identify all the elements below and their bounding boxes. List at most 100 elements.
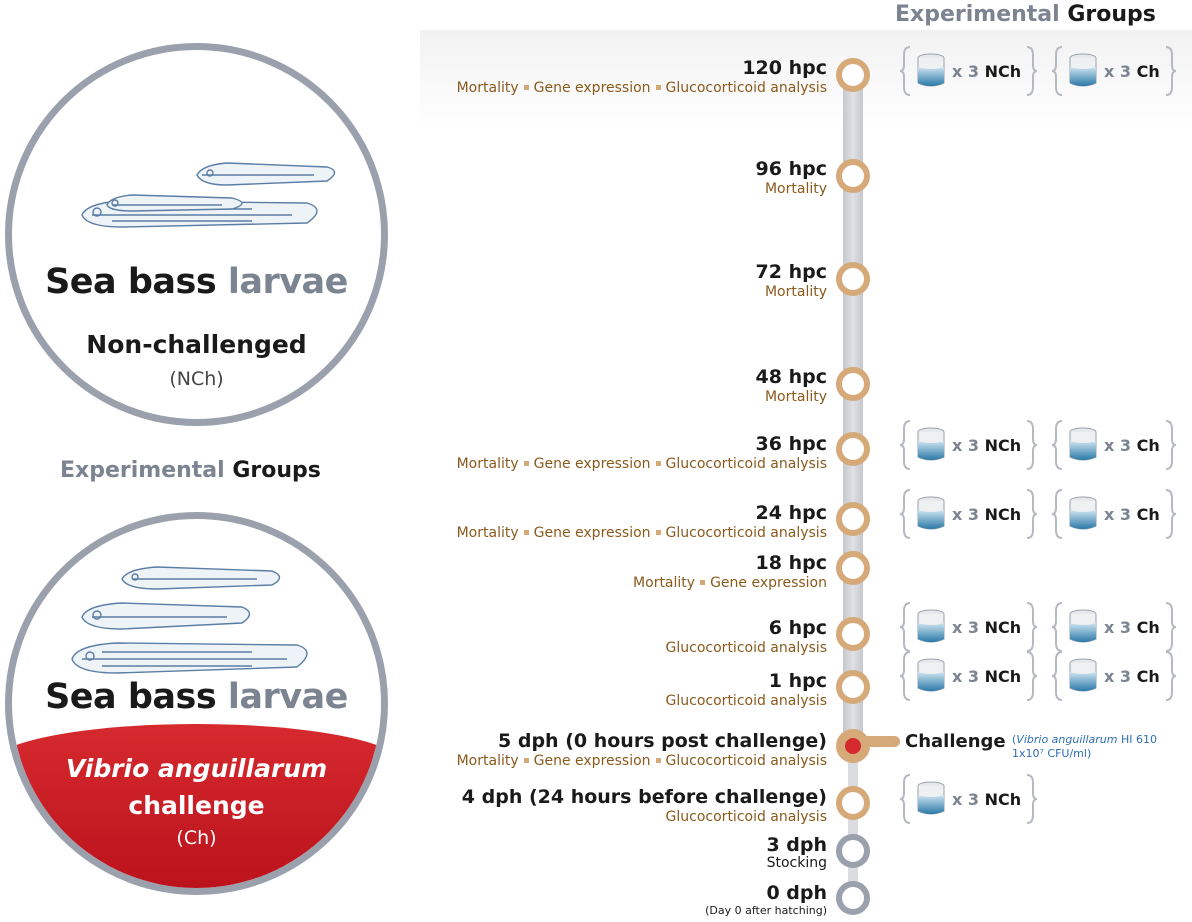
timeline-node bbox=[836, 502, 870, 536]
timeline-node bbox=[836, 159, 870, 193]
task-list: Mortality Gene expression Glucocorticoid a… bbox=[456, 525, 827, 541]
group-ch: x 3 Ch bbox=[1052, 419, 1176, 471]
right-brace-icon bbox=[1165, 489, 1176, 539]
right-brace-icon bbox=[1027, 489, 1038, 539]
timeline-row: 18 hpc Mortality Gene expression bbox=[633, 553, 827, 592]
time-label: 1 hpc bbox=[768, 670, 827, 692]
timeline-row: 0 dph (Day 0 after hatching) bbox=[705, 883, 827, 918]
timeline-node bbox=[836, 786, 870, 820]
right-brace-icon bbox=[1165, 651, 1176, 701]
right-brace-icon bbox=[1027, 46, 1038, 96]
group-nch: x 3 NCh bbox=[900, 419, 1038, 471]
circle-ch-subtitle-2: challenge bbox=[128, 791, 265, 820]
timeline-node bbox=[836, 834, 870, 868]
time-label: 3 dph bbox=[766, 834, 827, 856]
challenge-node bbox=[836, 729, 870, 763]
note-label: (Day 0 after hatching) bbox=[705, 904, 827, 917]
right-brace-icon bbox=[1165, 602, 1176, 652]
timeline-node bbox=[836, 432, 870, 466]
tank-icon bbox=[1069, 658, 1097, 692]
task-list: Mortality bbox=[764, 284, 827, 300]
tank-icon bbox=[1069, 427, 1097, 461]
circle-nch-subtitle: Non-challenged bbox=[86, 330, 307, 359]
timeline-row: 48 hpc Mortality bbox=[756, 367, 827, 406]
time-label: 0 dph bbox=[766, 882, 827, 904]
timeline-row: 1 hpc Glucocorticoid analysis bbox=[666, 671, 827, 710]
middle-header: Experimental Groups bbox=[60, 458, 321, 483]
time-label: 72 hpc bbox=[755, 261, 827, 283]
challenge-band bbox=[12, 724, 381, 888]
left-brace-icon bbox=[1052, 489, 1063, 539]
top-header: Experimental Groups bbox=[895, 2, 1156, 27]
timeline-row: 5 dph (0 hours post challenge) Mortality… bbox=[457, 731, 827, 770]
time-label: 120 hpc bbox=[742, 57, 827, 79]
group-nch: x 3 NCh bbox=[900, 650, 1038, 702]
left-brace-icon bbox=[900, 420, 911, 470]
left-brace-icon bbox=[900, 46, 911, 96]
timeline-row: 24 hpc Mortality Gene expression Glucocort… bbox=[457, 503, 827, 542]
task-list: Mortality Gene expression bbox=[633, 575, 827, 591]
left-brace-icon bbox=[900, 651, 911, 701]
task-list: Glucocorticoid analysis bbox=[665, 640, 827, 656]
tank-icon bbox=[917, 53, 945, 87]
left-brace-icon bbox=[1052, 602, 1063, 652]
circle-nch-title: Sea bass larvae bbox=[45, 262, 348, 302]
note-label: Stocking bbox=[766, 855, 827, 871]
time-label: 24 hpc bbox=[755, 502, 827, 524]
right-brace-icon bbox=[1165, 420, 1176, 470]
circle-ch-abbr: (Ch) bbox=[176, 827, 217, 849]
task-list: Mortality bbox=[764, 389, 827, 405]
group-ch: x 3 Ch bbox=[1052, 601, 1176, 653]
timeline-row: 36 hpc Mortality Gene expression Glucocort… bbox=[457, 434, 827, 473]
timeline-node bbox=[836, 617, 870, 651]
tank-icon bbox=[917, 781, 945, 815]
group-ch: x 3 Ch bbox=[1052, 488, 1176, 540]
timeline-row: 4 dph (24 hours before challenge) Glucoc… bbox=[462, 787, 827, 826]
group-ch: x 3 Ch bbox=[1052, 650, 1176, 702]
time-label: 4 dph (24 hours before challenge) bbox=[461, 786, 827, 808]
left-brace-icon bbox=[900, 774, 911, 824]
challenge-connector bbox=[858, 736, 900, 747]
left-brace-icon bbox=[1052, 46, 1063, 96]
header-shadow bbox=[420, 30, 1192, 130]
group-ch: x 3 Ch bbox=[1052, 45, 1176, 97]
larvae-illustration-icon bbox=[71, 566, 308, 674]
non-challenged-circle: Sea bass larvae Non-challenged (NCh) bbox=[5, 43, 388, 426]
timeline-node bbox=[836, 262, 870, 296]
right-brace-icon bbox=[1027, 420, 1038, 470]
timeline-row: 96 hpc Mortality bbox=[756, 159, 827, 198]
group-nch: x 3 NCh bbox=[900, 601, 1038, 653]
left-brace-icon bbox=[1052, 651, 1063, 701]
time-label: 6 hpc bbox=[768, 617, 827, 639]
task-list: Mortality Gene expression Glucocorticoid a… bbox=[456, 80, 827, 96]
time-label: 5 dph (0 hours post challenge) bbox=[498, 730, 827, 752]
tank-icon bbox=[917, 658, 945, 692]
tank-icon bbox=[917, 427, 945, 461]
right-brace-icon bbox=[1027, 651, 1038, 701]
right-brace-icon bbox=[1027, 602, 1038, 652]
group-nch: x 3 NCh bbox=[900, 488, 1038, 540]
timeline-row: 72 hpc Mortality bbox=[756, 262, 827, 301]
left-brace-icon bbox=[900, 489, 911, 539]
larvae-illustration-icon bbox=[81, 162, 336, 228]
circle-nch-abbr: (NCh) bbox=[169, 368, 224, 390]
circle-ch-subtitle-1: Vibrio anguillarum bbox=[65, 754, 328, 783]
task-list: Mortality bbox=[764, 181, 827, 197]
challenge-dot bbox=[845, 738, 861, 754]
time-label: 96 hpc bbox=[755, 158, 827, 180]
timeline-node bbox=[836, 881, 870, 915]
timeline-node bbox=[836, 551, 870, 585]
timeline-row: 6 hpc Glucocorticoid analysis bbox=[666, 618, 827, 657]
group-nch: x 3 NCh bbox=[900, 45, 1038, 97]
tank-icon bbox=[917, 609, 945, 643]
time-label: 36 hpc bbox=[755, 433, 827, 455]
timeline-row: 120 hpc Mortality Gene expression Glucocor… bbox=[457, 58, 827, 97]
tank-icon bbox=[1069, 53, 1097, 87]
timeline-row: 3 dph Stocking bbox=[766, 834, 827, 871]
challenged-circle: Sea bass larvae Vibrio anguillarum chall… bbox=[5, 512, 388, 895]
task-list: Glucocorticoid analysis bbox=[665, 693, 827, 709]
timeline-node bbox=[836, 367, 870, 401]
timeline-node bbox=[836, 58, 870, 92]
challenge-label: Challenge bbox=[905, 731, 1006, 752]
tank-icon bbox=[1069, 496, 1097, 530]
